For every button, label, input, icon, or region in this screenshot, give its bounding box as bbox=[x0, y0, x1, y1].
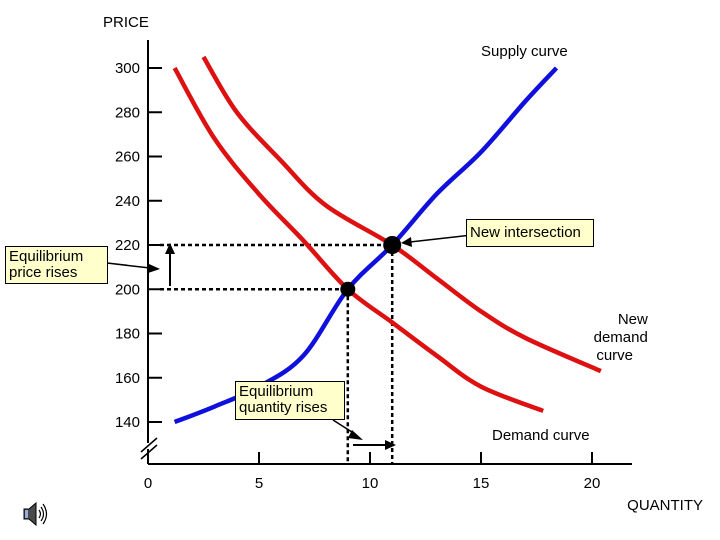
new-intersection-pointer-head bbox=[401, 237, 412, 247]
y-tick-label: 280 bbox=[115, 104, 140, 121]
y-tick-label: 140 bbox=[115, 414, 140, 431]
demand-curve-label: Demand curve bbox=[492, 427, 590, 444]
y-tick-label: 200 bbox=[115, 281, 140, 298]
x-tick-label: 15 bbox=[473, 475, 490, 492]
x-tick-label: 5 bbox=[255, 475, 263, 492]
equilibrium-point bbox=[340, 281, 356, 297]
x-axis-label: QUANTITY bbox=[627, 497, 703, 514]
price-rises-pointer-head bbox=[148, 264, 160, 273]
x-tick-label: 10 bbox=[362, 475, 379, 492]
supply-curve-label: Supply curve bbox=[481, 43, 568, 60]
axes bbox=[140, 40, 632, 465]
axis-break-mark bbox=[140, 437, 158, 453]
y-tick-label: 220 bbox=[115, 237, 140, 254]
price-up-arrowhead bbox=[165, 243, 175, 254]
x-tick-label: 0 bbox=[144, 475, 152, 492]
price-rises-line-2: price rises bbox=[9, 264, 78, 281]
x-tick-label: 20 bbox=[584, 475, 601, 492]
axis-break-mark bbox=[140, 444, 158, 460]
y-tick-label: 260 bbox=[115, 149, 140, 166]
new-intersection-pointer bbox=[409, 234, 473, 243]
quantity-rises-line-2: quantity rises bbox=[239, 399, 328, 416]
y-tick-label: 300 bbox=[115, 60, 140, 77]
new-demand-line-2: demand bbox=[594, 329, 648, 346]
reference-lines bbox=[160, 243, 394, 464]
new-intersection-box: New intersection bbox=[466, 219, 594, 247]
new-demand-line-1: New bbox=[618, 311, 648, 328]
new-intersection-text: New intersection bbox=[470, 224, 581, 241]
y-tick-label: 180 bbox=[115, 326, 140, 343]
new-demand-curve-line bbox=[201, 55, 602, 374]
new-demand-curve-label: New demand curve bbox=[594, 311, 652, 364]
new-demand-line-3: curve bbox=[596, 347, 633, 364]
y-axis-label: PRICE bbox=[103, 14, 149, 31]
price-rises-pointer bbox=[106, 262, 151, 269]
price-rises-line-1: Equilibrium bbox=[9, 248, 84, 265]
quantity-rises-box: Equilibrium quantity rises bbox=[235, 381, 345, 420]
y-ticks: 140 160 180 200 220 240 260 280 300 bbox=[115, 60, 162, 431]
speaker-icon[interactable] bbox=[23, 501, 48, 527]
quantity-rises-pointer-head bbox=[348, 430, 363, 440]
y-tick-label: 160 bbox=[115, 370, 140, 387]
x-ticks: 0 5 10 15 20 bbox=[144, 452, 601, 492]
arrows bbox=[106, 234, 473, 450]
price-rises-box: Equilibrium price rises bbox=[5, 246, 108, 284]
new-intersection-point bbox=[383, 236, 402, 254]
y-tick-label: 240 bbox=[115, 193, 140, 210]
quantity-rises-line-1: Equilibrium bbox=[239, 383, 314, 400]
quantity-right-arrowhead bbox=[385, 440, 396, 450]
